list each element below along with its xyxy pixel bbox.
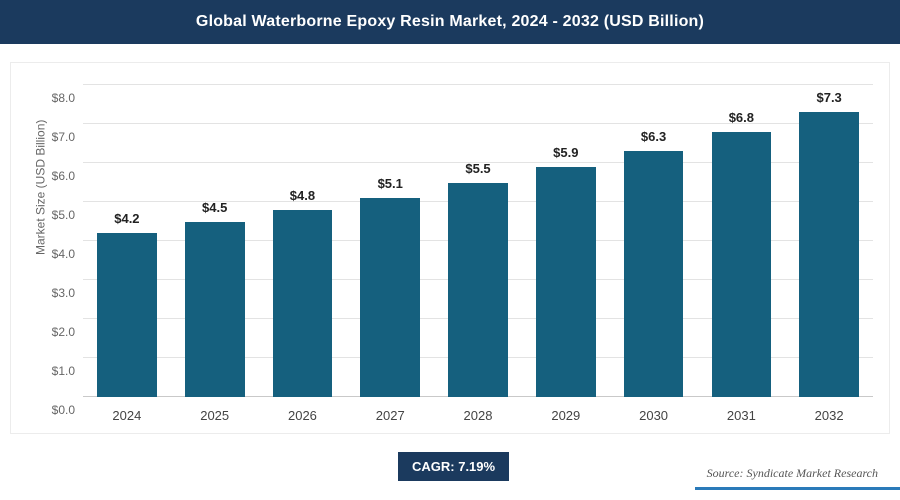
bar-value-label: $5.5 <box>465 160 491 176</box>
bar <box>360 198 421 397</box>
cagr-badge: CAGR: 7.19% <box>398 452 510 481</box>
bar-value-label: $6.8 <box>728 109 755 125</box>
gridline: $6.0 <box>52 162 873 183</box>
bar <box>799 112 859 397</box>
bar <box>535 166 596 397</box>
y-tick-label: $4.0 <box>51 247 75 261</box>
gridline: $8.0 <box>52 84 873 105</box>
x-axis-label: 2029 <box>551 408 581 423</box>
bar-slot: $5.5 2028 <box>434 85 522 423</box>
bar <box>711 131 772 397</box>
bars-container: $4.2 2024 $4.5 2025 $4.8 2026 $5.1 2027 $5.5 2028… <box>83 85 873 423</box>
bar-value-label: $4.5 <box>202 199 228 215</box>
bar-value-label: $6.3 <box>640 129 667 145</box>
x-axis-label: 2025 <box>200 408 230 423</box>
bar-slot: $6.8 2031 <box>697 85 785 423</box>
bar-slot: $4.2 2024 <box>83 85 171 423</box>
bar-slot: $4.5 2025 <box>171 85 259 423</box>
bar <box>97 233 157 397</box>
y-tick-label: $2.0 <box>51 325 75 339</box>
y-tick-label: $7.0 <box>51 130 75 144</box>
bar-value-label: $7.3 <box>816 90 842 106</box>
y-tick-label: $5.0 <box>51 208 75 222</box>
y-tick-label: $6.0 <box>51 169 75 183</box>
footer-accent-line <box>695 487 900 490</box>
gridline: $7.0 <box>52 123 873 144</box>
chart-header: Global Waterborne Epoxy Resin Market, 20… <box>0 0 900 44</box>
bar-value-label: $5.9 <box>553 144 579 160</box>
chart-title: Global Waterborne Epoxy Resin Market, 20… <box>195 13 705 30</box>
bar-value-label: $4.2 <box>114 211 140 227</box>
x-axis-label: 2030 <box>639 408 669 423</box>
x-axis-label: 2024 <box>112 408 142 423</box>
y-tick-label: $3.0 <box>51 286 75 300</box>
source-note: Source: Syndicate Market Research <box>706 466 878 480</box>
x-axis-label: 2028 <box>463 408 493 423</box>
bar-slot: $5.9 2029 <box>522 85 610 423</box>
y-axis-title: Market Size (USD Billion) <box>33 119 48 255</box>
x-axis-label: 2031 <box>726 408 756 423</box>
chart-area: Market Size (USD Billion) $0.0 $1.0 $2.0 $3… <box>10 62 890 434</box>
x-axis-label: 2027 <box>375 408 405 423</box>
bar <box>623 151 684 397</box>
bar <box>448 182 508 397</box>
bar-value-label: $5.1 <box>377 176 403 192</box>
bar-slot: $4.8 2026 <box>259 85 347 423</box>
bar-slot: $7.3 2032 <box>785 85 873 423</box>
x-axis-label: 2032 <box>814 408 844 423</box>
bar <box>184 221 245 397</box>
x-axis-label: 2026 <box>287 408 317 423</box>
y-tick-label: $1.0 <box>51 364 75 378</box>
y-tick-label: $0.0 <box>51 403 75 417</box>
bar-value-label: $4.8 <box>289 187 316 203</box>
bar <box>272 209 333 397</box>
bar-slot: $6.3 2030 <box>610 85 698 423</box>
bar-slot: $5.1 2027 <box>346 85 434 423</box>
plot-area: $0.0 $1.0 $2.0 $3.0 $4.0 $5.0 $6.0 $7.0 $8.0 $4.2… <box>52 84 873 423</box>
y-tick-label: $8.0 <box>51 91 75 105</box>
